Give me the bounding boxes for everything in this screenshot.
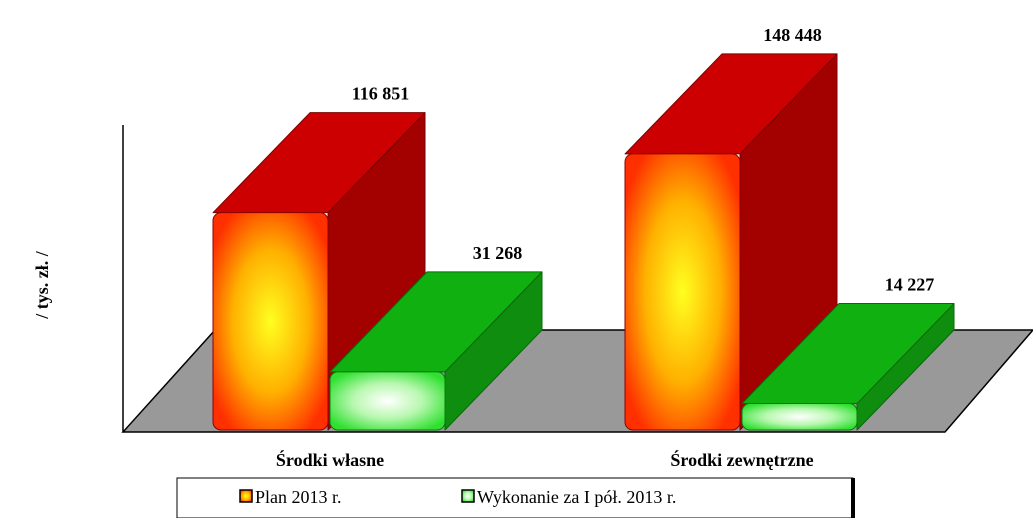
bar-front [624,153,741,431]
bar [741,303,955,431]
value-label: 14 227 [885,275,935,295]
legend-swatch [461,489,475,503]
legend [176,477,854,518]
bar-front [212,212,329,431]
x-tick-label: Środki własne [276,449,384,470]
x-tick-label: Środki zewnętrzne [670,449,813,470]
bar [329,271,543,431]
y-axis-label: / tys. zł. / [32,250,52,319]
value-label: 148 448 [763,25,822,45]
value-label: 31 268 [473,243,523,263]
bar-front [329,371,446,431]
bar-front [741,403,858,431]
value-label: 116 851 [352,84,410,104]
legend-label: Wykonanie za I pół. 2013 r. [477,487,676,507]
legend-swatch [239,489,253,503]
legend-label: Plan 2013 r. [255,487,342,507]
